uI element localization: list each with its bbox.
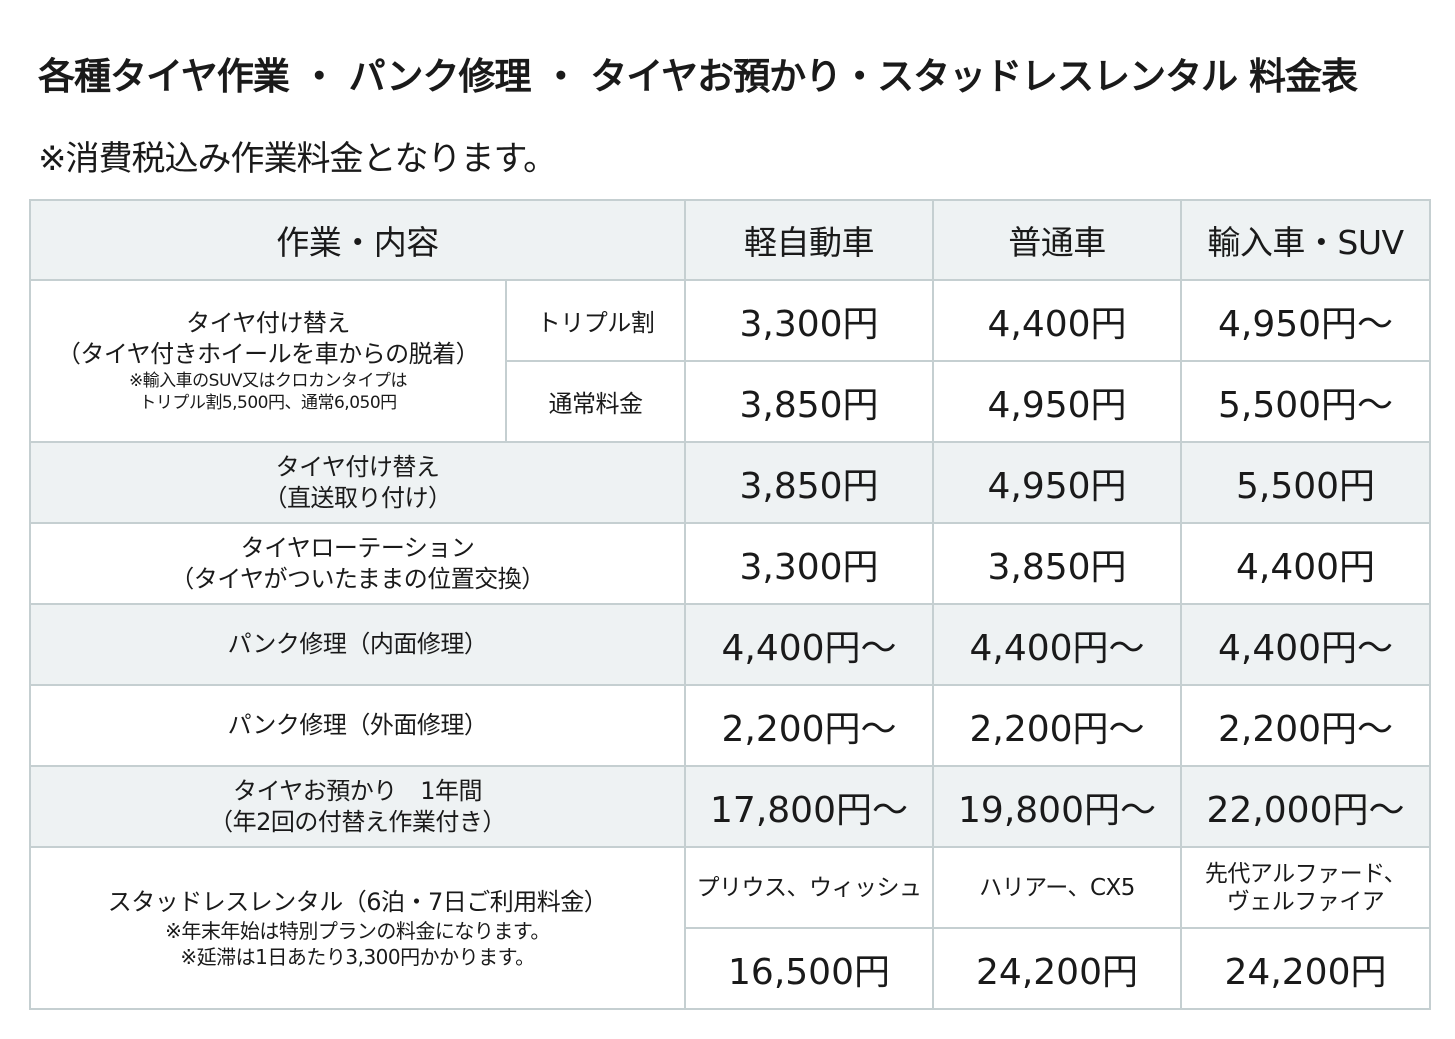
header-import: 輸入車・SUV	[1180, 199, 1431, 281]
tax-note: ※消費税込み作業料金となります。	[38, 139, 557, 179]
price-import: 2,200円～	[1180, 684, 1431, 767]
service-storage: タイヤお預かり 1年間 （年2回の付替え作業付き）	[29, 765, 686, 848]
table-row: パンク修理（外面修理） 2,200円～ 2,200円～ 2,200円～	[29, 684, 1431, 767]
table-row: 16,500円 24,200円 24,200円	[30, 927, 1431, 1010]
price-futsu: 24,200円	[932, 927, 1182, 1010]
price-futsu: 4,400円～	[932, 603, 1182, 686]
service-label: タイヤお預かり 1年間	[232, 776, 483, 805]
price-kei: 17,800円～	[684, 765, 934, 848]
price-futsu: 4,950円	[932, 360, 1182, 443]
price-import: 5,500円	[1180, 441, 1431, 524]
price-futsu: 19,800円～	[932, 765, 1182, 848]
model-import-line: 先代アルファード、	[1204, 860, 1407, 887]
plan-triple: トリプル割	[505, 279, 686, 362]
table-row: タイヤローテーション （タイヤがついたままの位置交換） 3,300円 3,850…	[29, 522, 1431, 605]
price-futsu: 3,850円	[932, 522, 1182, 605]
price-import: 4,400円～	[1180, 603, 1431, 686]
table-row: タイヤ付け替え （タイヤ付きホイールを車からの脱着） ※輸入車のSUV又はクロカ…	[29, 279, 1431, 443]
service-label-sub: （タイヤがついたままの位置交換）	[170, 564, 545, 593]
price-table: 作業・内容 軽自動車 普通車 輸入車・SUV タイヤ付け替え （タイヤ付きホイー…	[29, 199, 1431, 1010]
header-service: 作業・内容	[29, 199, 686, 281]
service-tire-swap: タイヤ付け替え （タイヤ付きホイールを車からの脱着） ※輸入車のSUV又はクロカ…	[29, 279, 507, 443]
table-row: パンク修理（内面修理） 4,400円～ 4,400円～ 4,400円～	[29, 603, 1431, 686]
service-studless: スタッドレスレンタル（6泊・7日ご利用料金） ※年末年始は特別プランの料金になり…	[29, 846, 686, 1010]
price-kei: 2,200円～	[684, 684, 934, 767]
service-puncture-inner: パンク修理（内面修理）	[29, 603, 686, 686]
price-import: 4,950円～	[1180, 279, 1431, 362]
price-kei: 3,300円	[684, 522, 934, 605]
price-kei: 4,400円～	[684, 603, 934, 686]
model-import-line: ヴェルファイア	[1226, 888, 1385, 915]
table-row: 通常料金 3,850円 4,950円 5,500円～	[30, 360, 1431, 443]
price-import: 24,200円	[1180, 927, 1431, 1010]
model-futsu: ハリアー、CX5	[932, 846, 1182, 929]
model-kei: プリウス、ウィッシュ	[684, 846, 934, 929]
service-label: スタッドレスレンタル（6泊・7日ご利用料金）	[107, 887, 608, 916]
header-kei: 軽自動車	[684, 199, 934, 281]
service-label: タイヤローテーション	[240, 533, 475, 562]
page-title: 各種タイヤ作業 ・ パンク修理 ・ タイヤお預かり・スタッドレスレンタル 料金表	[38, 55, 1358, 98]
service-rotation: タイヤローテーション （タイヤがついたままの位置交換）	[29, 522, 686, 605]
price-import: 22,000円～	[1180, 765, 1431, 848]
price-kei: 16,500円	[684, 927, 934, 1010]
service-note: ※年末年始は特別プランの料金になります。	[165, 918, 550, 943]
service-direct: タイヤ付け替え （直送取り付け）	[29, 441, 686, 524]
price-kei: 3,850円	[684, 441, 934, 524]
service-label: タイヤ付け替え	[186, 309, 350, 337]
price-futsu: 2,200円～	[932, 684, 1182, 767]
service-note: トリプル割5,500円、通常6,050円	[139, 393, 397, 413]
price-import: 5,500円～	[1180, 360, 1431, 443]
table-row: タイヤお預かり 1年間 （年2回の付替え作業付き） 17,800円～ 19,80…	[29, 765, 1431, 848]
service-label-sub: （直送取り付け）	[263, 483, 453, 512]
header-row: 作業・内容 軽自動車 普通車 輸入車・SUV	[29, 199, 1431, 281]
price-kei: 3,850円	[684, 360, 934, 443]
table-row: スタッドレスレンタル（6泊・7日ご利用料金） ※年末年始は特別プランの料金になり…	[29, 846, 1431, 1010]
service-note: ※輸入車のSUV又はクロカンタイプは	[128, 371, 408, 391]
header-futsu: 普通車	[932, 199, 1182, 281]
service-label-sub: （タイヤ付きホイールを車からの脱着）	[56, 340, 480, 368]
service-note: ※延滞は1日あたり3,300円かかります。	[180, 944, 535, 969]
service-puncture-outer: パンク修理（外面修理）	[29, 684, 686, 767]
model-import: 先代アルファード、 ヴェルファイア	[1180, 846, 1431, 929]
service-label-sub: （年2回の付替え作業付き）	[209, 807, 506, 836]
price-kei: 3,300円	[684, 279, 934, 362]
price-import: 4,400円	[1180, 522, 1431, 605]
service-label: タイヤ付け替え	[275, 452, 440, 481]
price-futsu: 4,400円	[932, 279, 1182, 362]
price-futsu: 4,950円	[932, 441, 1182, 524]
plan-regular: 通常料金	[505, 360, 686, 443]
table-row: タイヤ付け替え （直送取り付け） 3,850円 4,950円 5,500円	[29, 441, 1431, 524]
